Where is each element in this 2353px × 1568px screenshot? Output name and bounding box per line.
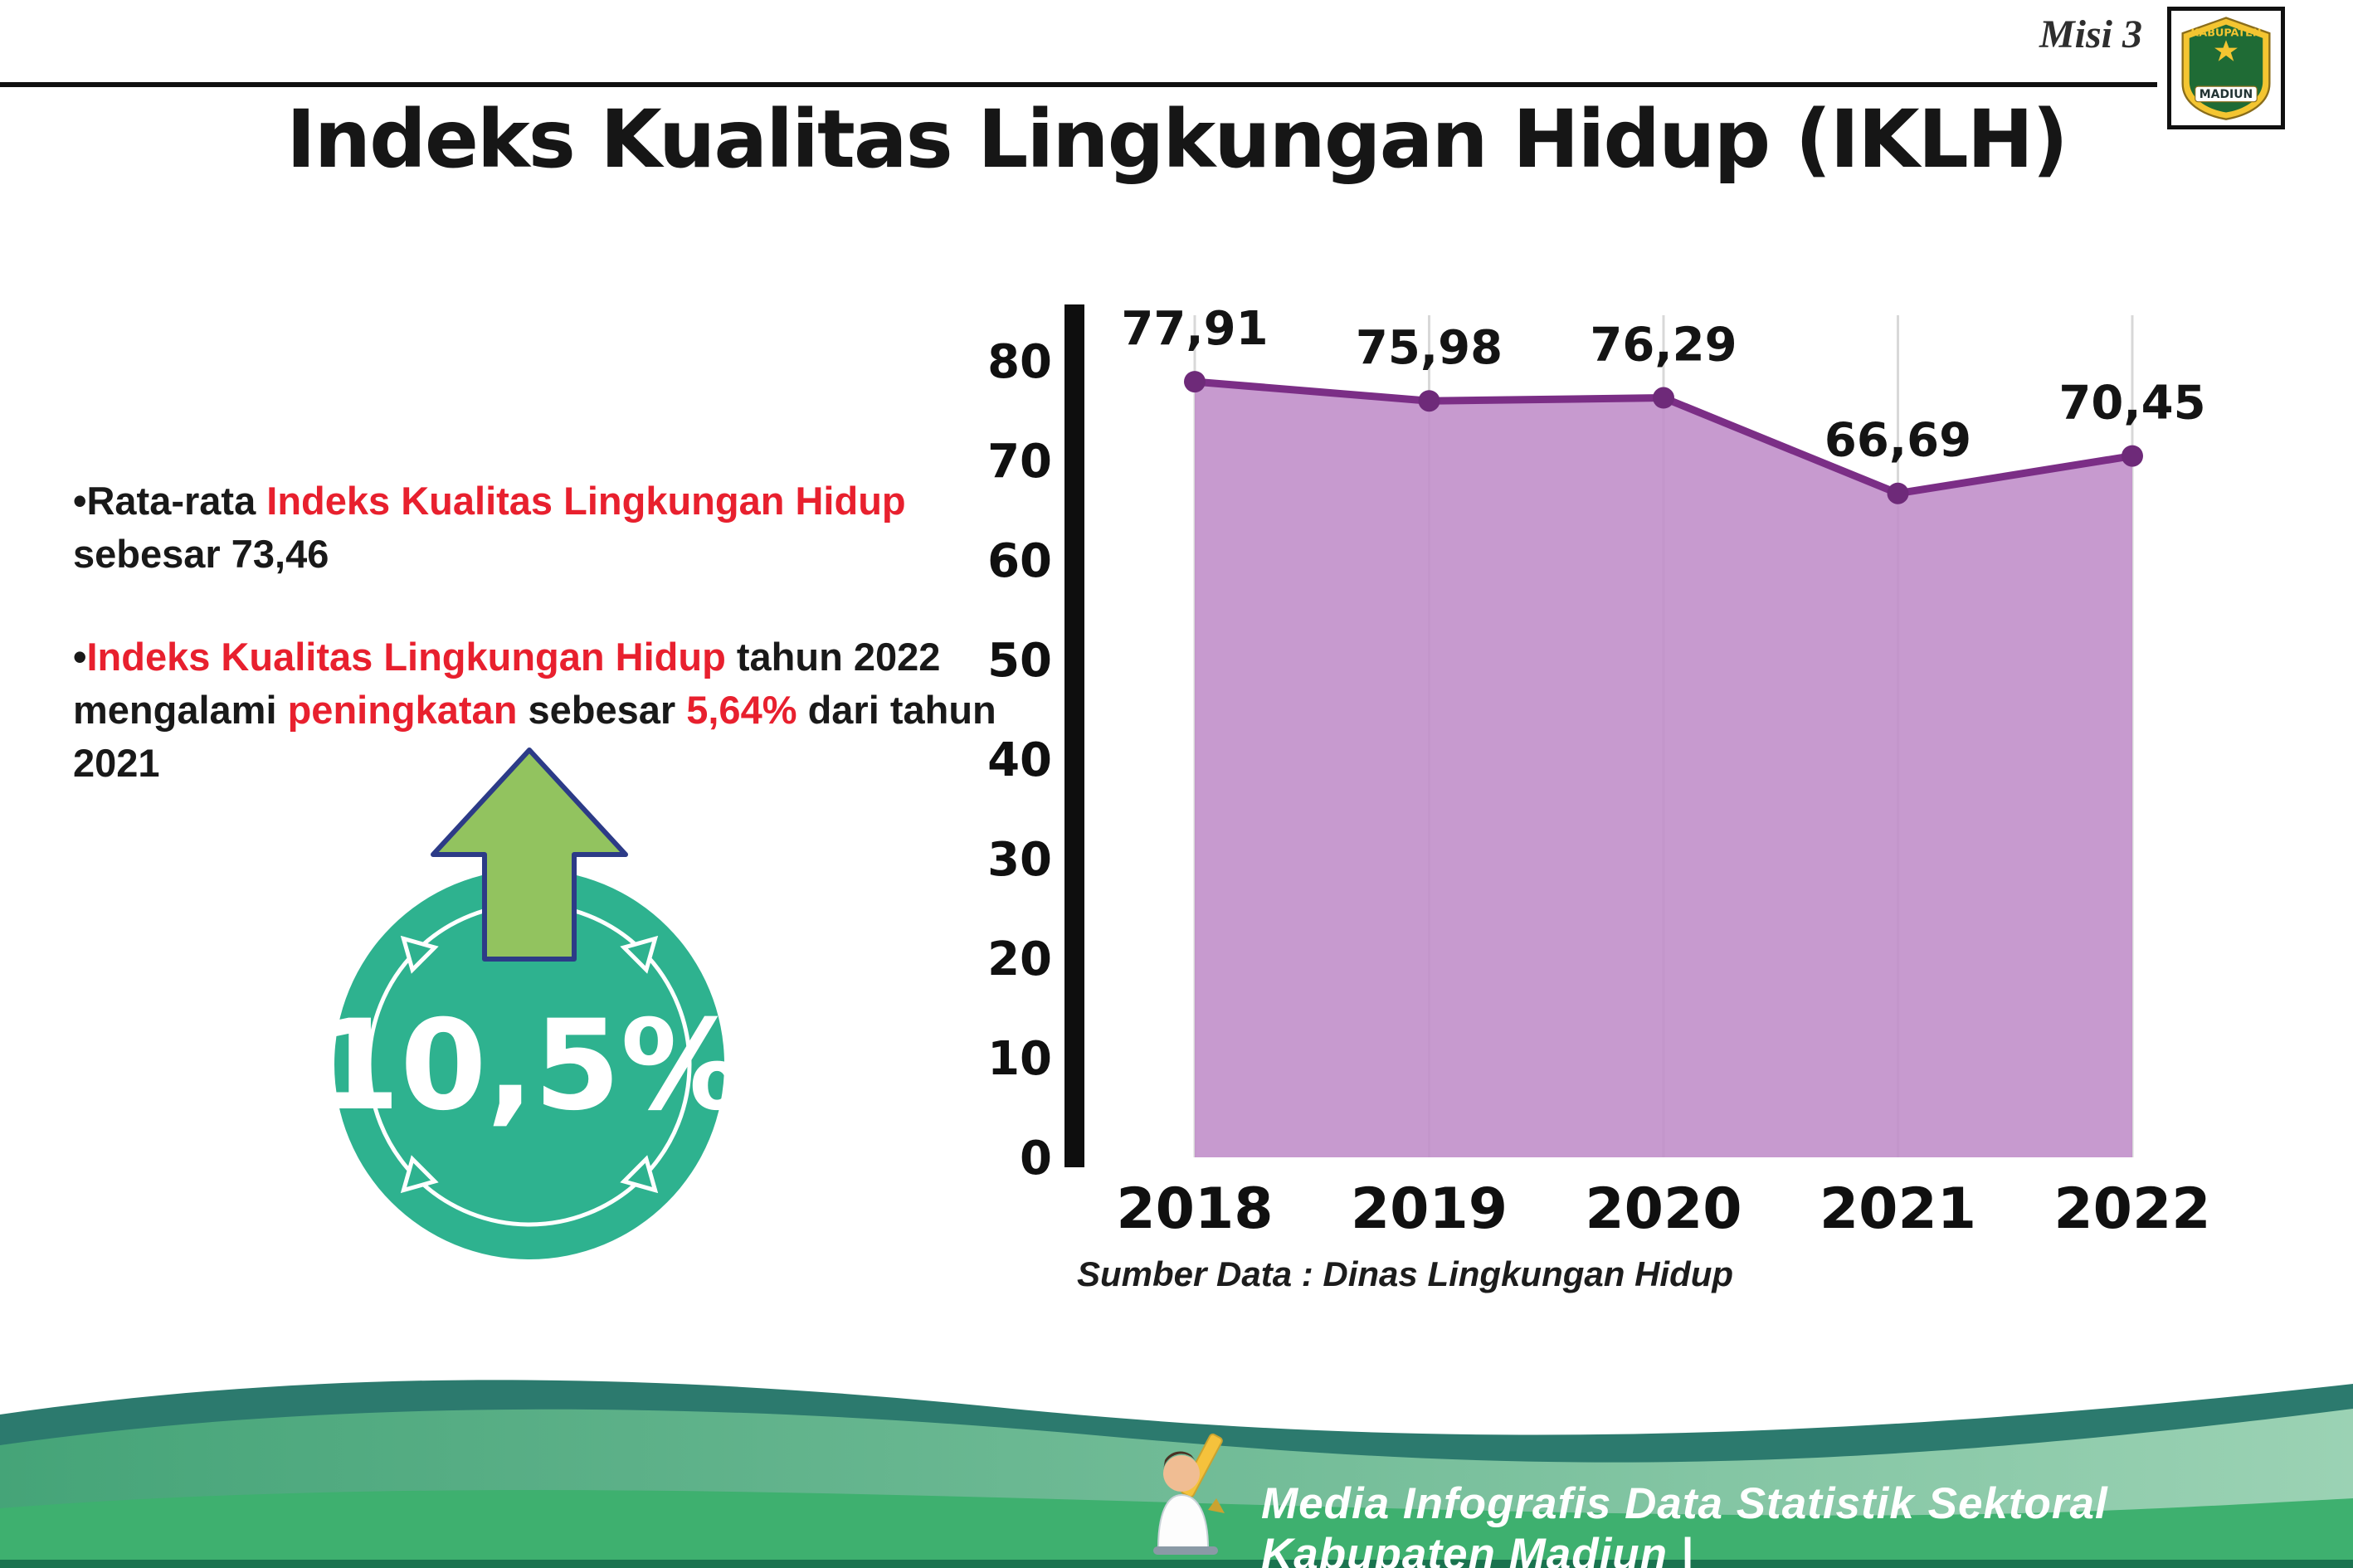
y-axis bbox=[1064, 304, 1084, 1167]
value-label: 70,45 bbox=[2058, 377, 2205, 431]
data-point bbox=[1184, 371, 1206, 393]
data-point bbox=[1653, 387, 1674, 409]
badge-circle bbox=[334, 869, 724, 1259]
tick-triangle bbox=[620, 1155, 659, 1194]
value-label: 75,98 bbox=[1356, 321, 1503, 375]
percentage-label: 10,5% bbox=[330, 994, 728, 1138]
tick-triangle bbox=[400, 1155, 439, 1194]
text-segment: Rata-rata bbox=[86, 479, 267, 523]
page-title: Indeks Kualitas Lingkungan Hidup (IKLH) bbox=[286, 93, 2068, 186]
y-tick-label: 50 bbox=[987, 634, 1052, 688]
tick-triangle bbox=[400, 935, 439, 974]
mascot-icon bbox=[1153, 1433, 1225, 1555]
bullet-average-iklh: •Rata-rata Indeks Kualitas Lingkungan Hi… bbox=[73, 475, 1027, 581]
data-point bbox=[2122, 445, 2143, 467]
up-arrow-icon bbox=[431, 747, 628, 962]
x-tick-label: 2022 bbox=[2053, 1176, 2210, 1242]
value-label: 66,69 bbox=[1824, 414, 1971, 468]
y-tick-label: 20 bbox=[987, 933, 1052, 986]
x-tick-label: 2019 bbox=[1351, 1176, 1508, 1242]
text-segment: dari tahun 2021 bbox=[73, 687, 996, 785]
crest-star-icon bbox=[2214, 40, 2238, 61]
highlighted-text: Indeks Kualitas Lingkungan Hidup bbox=[86, 635, 726, 679]
x-tick-label: 2018 bbox=[1116, 1176, 1273, 1242]
bullet-marker: • bbox=[73, 479, 87, 523]
y-tick-label: 80 bbox=[987, 335, 1052, 389]
bullet-marker: • bbox=[73, 635, 87, 679]
value-label: 76,29 bbox=[1590, 319, 1737, 373]
highlighted-text: Indeks Kualitas Lingkungan Hidup bbox=[266, 479, 906, 523]
highlighted-text: peningkatan bbox=[287, 687, 518, 732]
footer-bottom-strip bbox=[0, 1560, 2353, 1568]
crest-ribbon bbox=[2195, 85, 2258, 103]
increase-badge: 10,5% bbox=[330, 747, 728, 1259]
crest-bottom-text: MADIUN bbox=[2200, 88, 2253, 101]
highlighted-text: 5,64% bbox=[686, 687, 797, 732]
data-point bbox=[1418, 390, 1440, 412]
y-tick-label: 30 bbox=[987, 833, 1052, 887]
footer-credit: Media Infografis Data Statistik Sektoral… bbox=[1261, 1479, 2108, 1568]
y-tick-label: 40 bbox=[987, 733, 1052, 787]
text-segment: sebesar 73,46 bbox=[73, 531, 329, 576]
source-note: Sumber Data : Dinas Lingkungan Hidup bbox=[1077, 1254, 1734, 1293]
tick-triangle bbox=[620, 935, 659, 974]
header-rule bbox=[0, 82, 2157, 87]
mission-label: Misi 3 bbox=[2039, 12, 2142, 56]
x-tick-label: 2021 bbox=[1820, 1176, 1976, 1242]
value-label: 77,91 bbox=[1121, 302, 1268, 356]
area-series bbox=[1195, 382, 2132, 1157]
data-point bbox=[1887, 482, 1909, 504]
iklh-area-chart: 77,91 2018 75,98 2019 76,29 2020 66,69 2021 70,4… bbox=[987, 302, 2211, 1242]
kabupaten-madiun-crest-icon: KABUPATEN MADIUN bbox=[2181, 17, 2271, 120]
x-tick-label: 2020 bbox=[1585, 1176, 1742, 1242]
text-segment: sebesar bbox=[517, 687, 687, 732]
logo-frame: KABUPATEN MADIUN bbox=[2167, 7, 2285, 129]
y-tick-label: 10 bbox=[987, 1032, 1052, 1086]
y-tick-label: 60 bbox=[987, 534, 1052, 588]
text-segment: tahun 2022 mengalami bbox=[73, 635, 941, 732]
crest-top-text: KABUPATEN bbox=[2190, 27, 2261, 40]
y-tick-label: 0 bbox=[1020, 1132, 1052, 1186]
y-tick-label: 70 bbox=[987, 435, 1052, 489]
bullet-increase-2022: •Indeks Kualitas Lingkungan Hidup tahun … bbox=[73, 631, 1027, 790]
